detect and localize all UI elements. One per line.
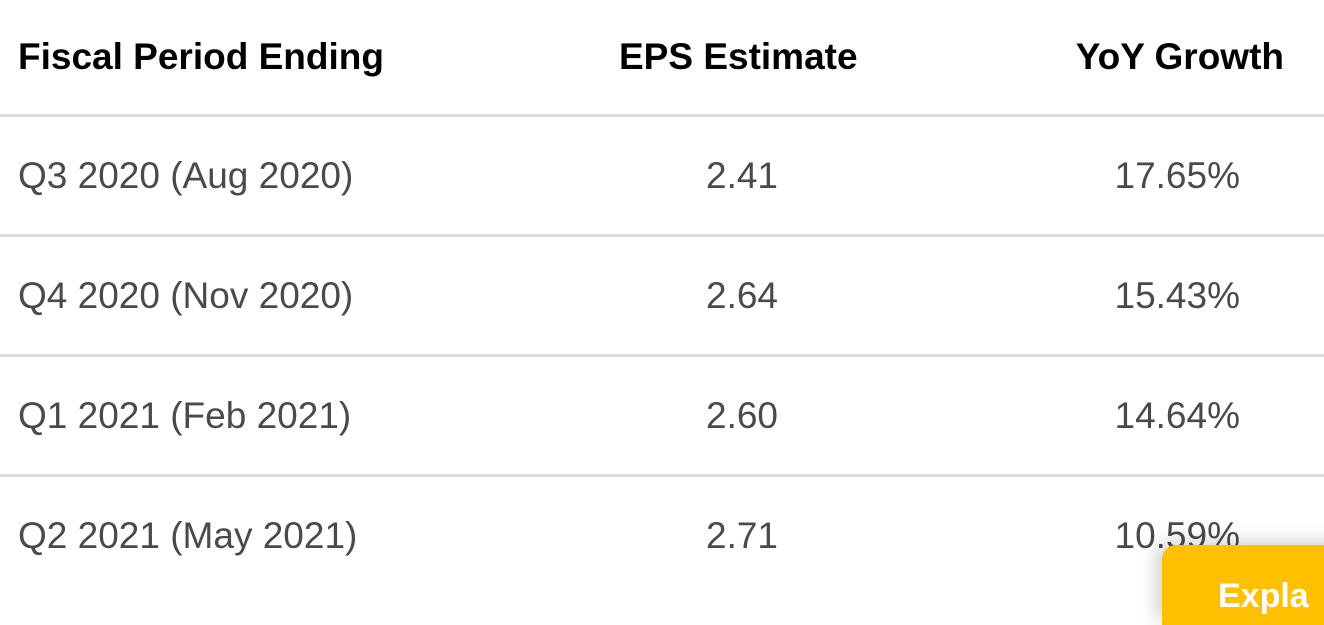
table-header: Fiscal Period Ending EPS Estimate YoY Gr… [0, 0, 1324, 117]
table-row: Q4 2020 (Nov 2020) 2.64 15.43% [0, 235, 1324, 357]
explain-button[interactable]: Expla [1162, 545, 1324, 625]
explain-button-label: Expla [1218, 577, 1309, 615]
cell-eps: 2.41 [560, 115, 928, 237]
header-yoy-growth: YoY Growth [928, 0, 1324, 117]
table-body: Q3 2020 (Aug 2020) 2.41 17.65% Q4 2020 (… [0, 115, 1324, 595]
cell-period: Q3 2020 (Aug 2020) [0, 115, 560, 237]
header-fiscal-period: Fiscal Period Ending [0, 0, 560, 117]
header-eps-estimate: EPS Estimate [560, 0, 928, 117]
table-row: Q2 2021 (May 2021) 2.71 10.59% [0, 476, 1324, 595]
table-row: Q3 2020 (Aug 2020) 2.41 17.65% [0, 115, 1324, 237]
cell-period: Q1 2021 (Feb 2021) [0, 355, 560, 477]
eps-estimates-table: Fiscal Period Ending EPS Estimate YoY Gr… [0, 0, 1324, 595]
cell-growth: 15.43% [928, 235, 1324, 357]
cell-eps: 2.71 [706, 514, 779, 556]
cell-period: Q4 2020 (Nov 2020) [0, 235, 560, 357]
cell-growth: 17.65% [928, 115, 1324, 237]
cell-eps: 2.64 [560, 235, 928, 357]
cell-growth: 14.64% [928, 355, 1324, 477]
table-row: Q1 2021 (Feb 2021) 2.60 14.64% [0, 355, 1324, 477]
cell-eps: 2.60 [560, 355, 928, 477]
cell-period: Q2 2021 (May 2021) [18, 514, 358, 556]
header-row: Fiscal Period Ending EPS Estimate YoY Gr… [0, 0, 1324, 117]
